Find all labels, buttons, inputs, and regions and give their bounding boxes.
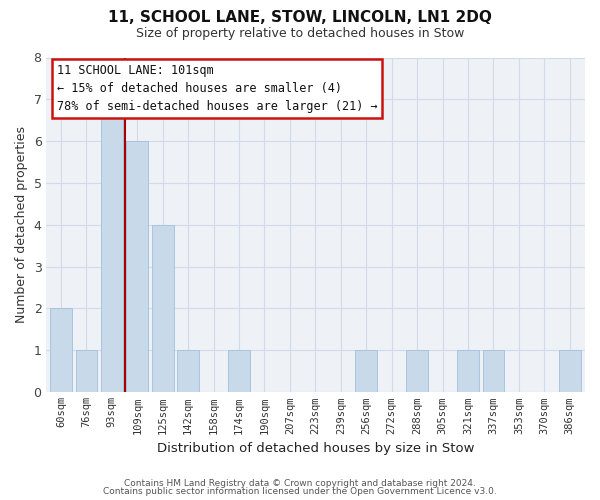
Bar [76,350,97,392]
Bar [127,141,148,392]
Text: Contains public sector information licensed under the Open Government Licence v3: Contains public sector information licen… [103,487,497,496]
Text: Contains HM Land Registry data © Crown copyright and database right 2024.: Contains HM Land Registry data © Crown c… [124,478,476,488]
Bar [355,350,377,392]
Bar [228,350,250,392]
Bar [457,350,479,392]
Bar [178,350,199,392]
Bar [482,350,504,392]
Bar [559,350,581,392]
Bar [101,100,122,392]
Y-axis label: Number of detached properties: Number of detached properties [15,126,28,324]
Bar [50,308,72,392]
X-axis label: Distribution of detached houses by size in Stow: Distribution of detached houses by size … [157,442,474,455]
Text: Size of property relative to detached houses in Stow: Size of property relative to detached ho… [136,28,464,40]
Bar [406,350,428,392]
Bar [152,225,173,392]
Text: 11, SCHOOL LANE, STOW, LINCOLN, LN1 2DQ: 11, SCHOOL LANE, STOW, LINCOLN, LN1 2DQ [108,10,492,25]
Text: 11 SCHOOL LANE: 101sqm
← 15% of detached houses are smaller (4)
78% of semi-deta: 11 SCHOOL LANE: 101sqm ← 15% of detached… [56,64,377,113]
